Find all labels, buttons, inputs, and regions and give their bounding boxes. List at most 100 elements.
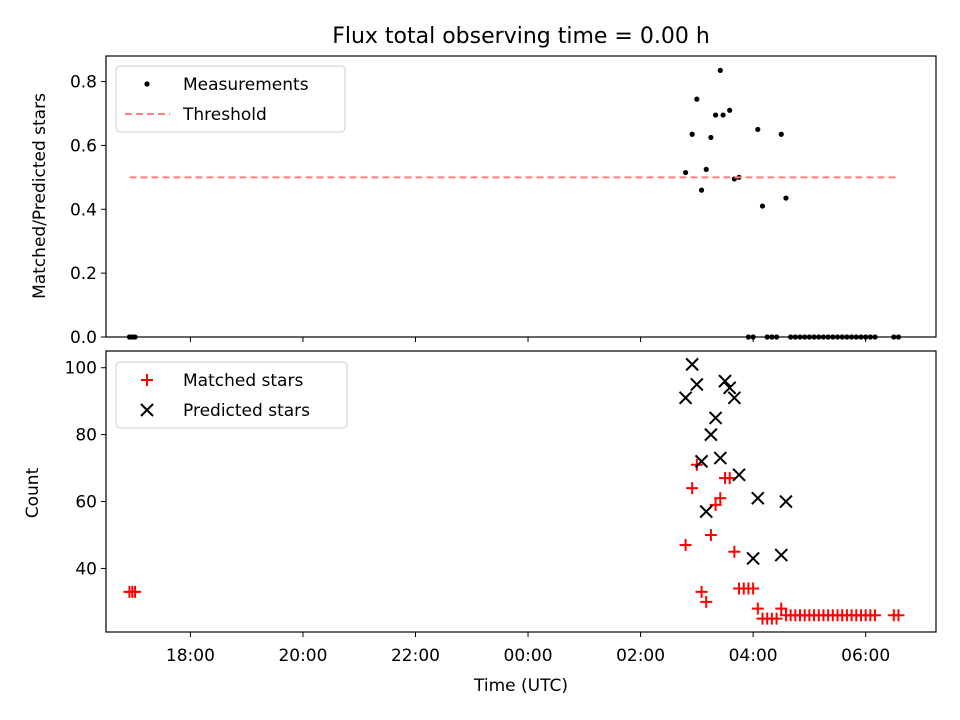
- measurement-point: [891, 334, 897, 340]
- measurement-point: [802, 334, 808, 340]
- predicted-stars-point: [678, 391, 693, 405]
- top-panel: 0.00.20.40.60.8 Matched/Predicted stars …: [30, 55, 937, 348]
- measurement-point: [727, 107, 733, 113]
- measurement-point: [863, 334, 869, 340]
- y-tick-label: 0.8: [70, 73, 97, 93]
- measurement-point: [858, 334, 864, 340]
- y-tick-label: 0.0: [70, 328, 97, 348]
- predicted-stars-point: [751, 491, 765, 505]
- top-y-ticks: 0.0 0.2 0.4 0.6 0.8: [70, 73, 106, 348]
- top-plot-area: [105, 55, 937, 338]
- x-tick-label: 20:00: [278, 646, 327, 666]
- matched-stars-point: [129, 585, 142, 598]
- top-x-ticks: [189, 337, 867, 342]
- measurement-point: [682, 169, 689, 176]
- measurement-point: [750, 334, 756, 340]
- legend-matched-marker: [141, 374, 153, 386]
- matched-stars-point: [679, 539, 692, 552]
- measurement-point: [764, 334, 770, 340]
- measurement-point: [698, 187, 705, 193]
- x-tick-label: 06:00: [841, 646, 890, 666]
- measurement-point: [717, 67, 723, 73]
- matched-stars-point: [770, 612, 783, 625]
- matched-stars-point: [704, 528, 717, 541]
- measurement-point: [839, 334, 845, 340]
- predicted-stars-point: [699, 504, 713, 519]
- measurement-point: [713, 112, 719, 118]
- measurement-point: [872, 334, 878, 340]
- matched-stars-point: [869, 609, 882, 622]
- matched-stars-point: [686, 482, 699, 495]
- measurement-point: [792, 334, 798, 340]
- top-legend-box: [115, 65, 346, 133]
- measurement-point: [773, 334, 780, 340]
- predicted-stars-point: [746, 551, 760, 566]
- top-marks: [126, 67, 902, 340]
- measurement-point: [759, 203, 766, 209]
- matched-stars-point: [775, 602, 788, 615]
- predicted-stars-point: [779, 494, 793, 509]
- measurement-point: [844, 334, 850, 340]
- y-tick-label: 60: [75, 493, 97, 513]
- predicted-stars-point: [722, 381, 737, 395]
- measurement-point: [848, 334, 855, 340]
- y-tick-label: 40: [75, 559, 97, 579]
- matched-stars-point: [709, 498, 722, 511]
- bottom-legend: Matched stars Predicted stars: [115, 361, 348, 429]
- chart-title: Flux total observing time = 0.00 h: [332, 24, 710, 49]
- measurement-point: [895, 334, 902, 340]
- matched-stars-point: [747, 582, 760, 595]
- bottom-panel: 40 60 80 100 18:00 20:00 22:00 00:00 02:00 04:00…: [23, 350, 937, 696]
- matched-stars-point: [695, 585, 708, 598]
- legend-measurements-marker: [144, 81, 150, 87]
- bottom-marks: [123, 357, 905, 625]
- predicted-stars-point: [704, 427, 718, 442]
- predicted-stars-point: [718, 374, 732, 388]
- measurement-point: [867, 334, 873, 340]
- y-tick-label: 0.6: [70, 136, 97, 156]
- measurement-point: [755, 126, 761, 133]
- measurement-point: [689, 131, 695, 137]
- measurement-point: [703, 166, 709, 172]
- matched-stars-point: [714, 492, 727, 505]
- matched-stars-point: [728, 545, 741, 558]
- measurement-point: [853, 334, 859, 340]
- measurement-point: [778, 131, 784, 137]
- measurement-point: [830, 334, 836, 340]
- x-tick-label: 18:00: [166, 646, 215, 666]
- bottom-plot-area: [105, 350, 937, 633]
- measurement-point: [745, 334, 752, 340]
- x-tick-label: 02:00: [616, 646, 665, 666]
- matched-stars-point: [892, 609, 905, 622]
- predicted-stars-point: [690, 377, 704, 392]
- predicted-stars-point: [708, 411, 723, 425]
- matched-stars-point: [751, 602, 764, 615]
- predicted-stars-point: [732, 468, 746, 482]
- bottom-y-axis-label: Count: [23, 467, 43, 518]
- measurement-point: [834, 334, 841, 340]
- measurement-point: [694, 96, 700, 102]
- y-tick-label: 80: [75, 426, 97, 446]
- measurement-point: [788, 334, 794, 340]
- predicted-stars-point: [727, 391, 742, 405]
- predicted-stars-point: [713, 451, 728, 465]
- measurement-point: [708, 134, 714, 141]
- legend-predicted-label: Predicted stars: [183, 401, 310, 421]
- y-tick-label: 0.2: [70, 264, 97, 284]
- top-y-axis-label: Matched/Predicted stars: [30, 93, 50, 299]
- legend-measurements-label: Measurements: [183, 75, 309, 95]
- legend-predicted-marker: [140, 403, 154, 417]
- measurement-point: [797, 334, 803, 340]
- legend-threshold-label: Threshold: [182, 105, 267, 125]
- measurement-point: [811, 334, 817, 340]
- top-legend: Measurements Threshold: [115, 65, 346, 133]
- predicted-stars-point: [685, 357, 699, 372]
- bottom-y-ticks: 40 60 80 100: [65, 359, 106, 579]
- measurement-point: [132, 334, 138, 340]
- legend-matched-label: Matched stars: [183, 371, 303, 391]
- y-tick-label: 100: [65, 359, 97, 379]
- x-tick-label: 22:00: [391, 646, 440, 666]
- predicted-stars-point: [694, 454, 709, 469]
- x-tick-label: 00:00: [504, 646, 553, 666]
